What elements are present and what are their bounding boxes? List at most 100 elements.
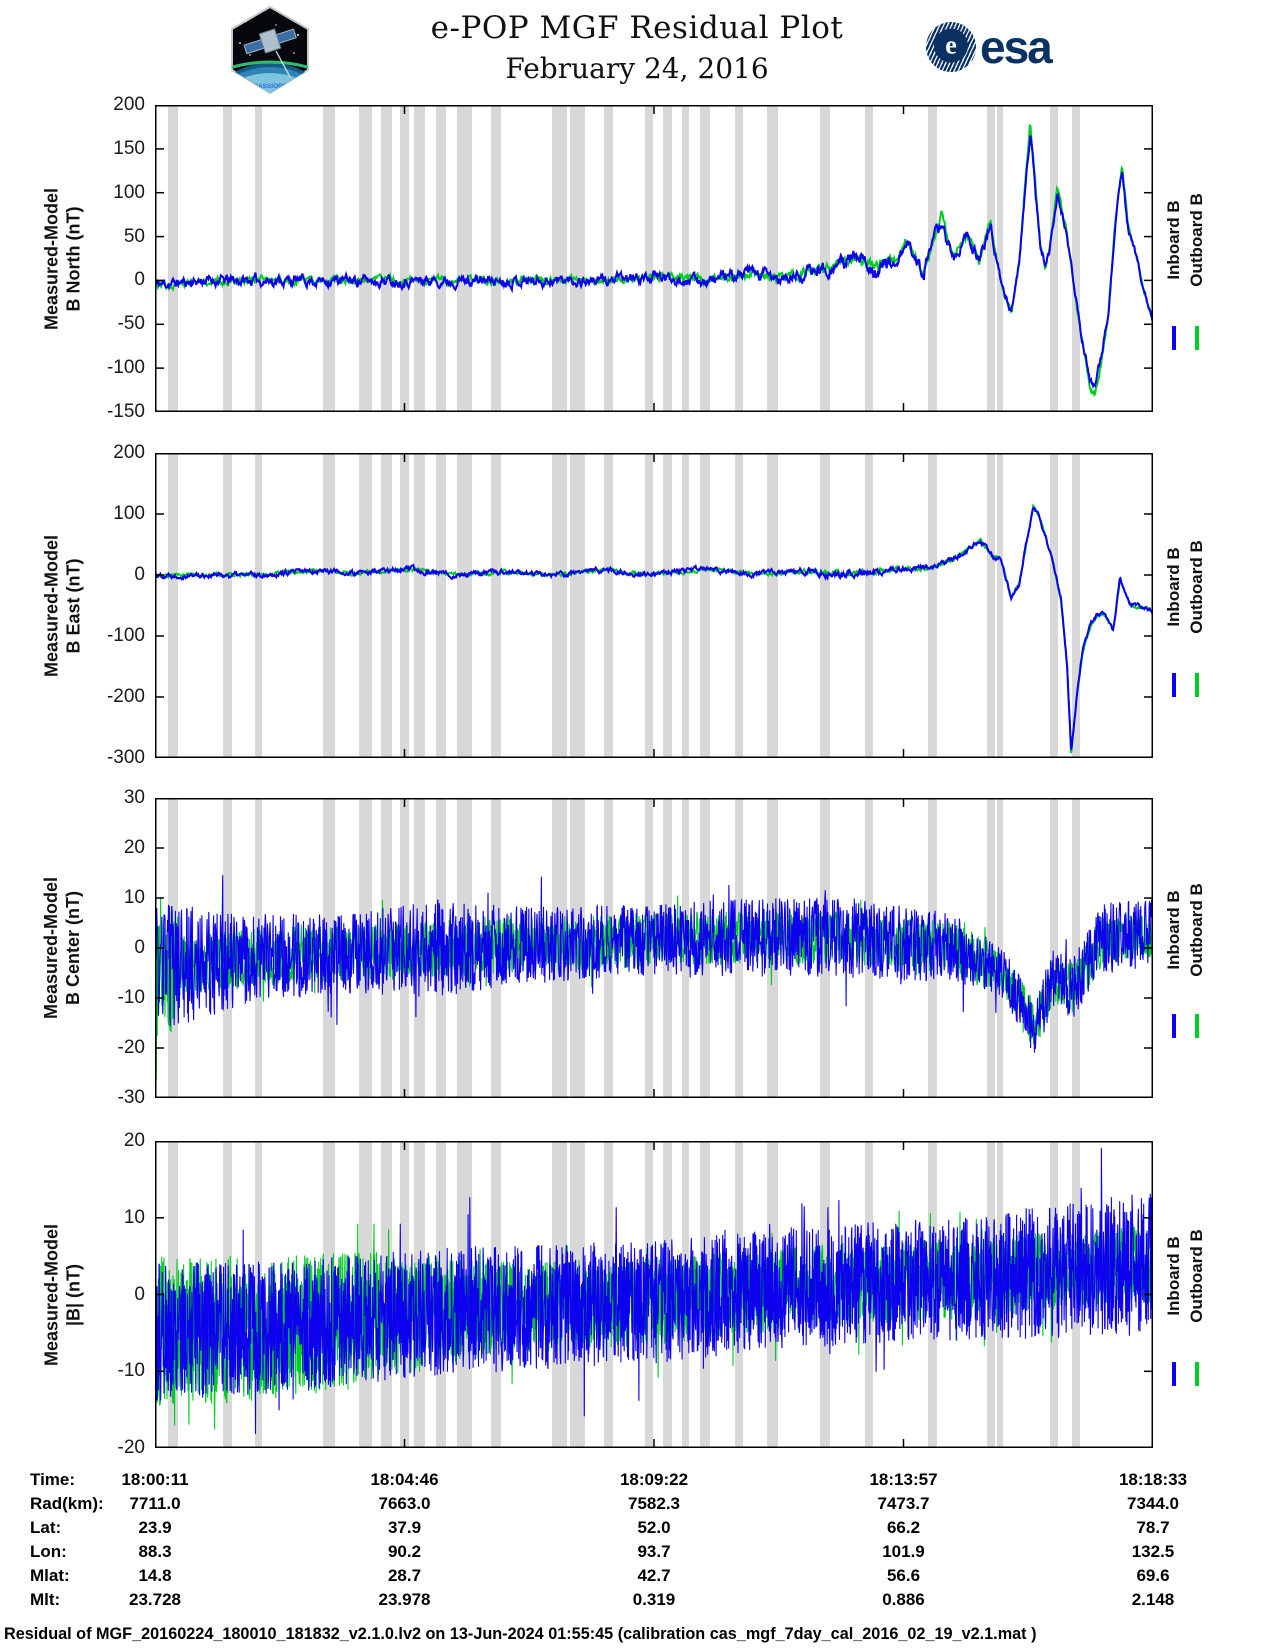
data-gap-bar [928,105,937,412]
panel-3-ytick-label: 30 [123,787,145,808]
panel-1-ytick-label: -150 [106,401,145,422]
panel-3-ytick-label: 0 [134,937,145,958]
panel-1-legend-outboard-label: Outboard B [1187,193,1206,287]
data-gap-bar [168,453,178,758]
panel-1-outboard-b-trace [155,123,1153,398]
data-gap-bar [381,105,392,412]
panel-1-ylabel: Measured-Model B North (nT) [41,187,83,330]
data-gap-bar [414,453,425,758]
panel-3-legend-outboard-label: Outboard B [1187,883,1206,977]
data-gap-bar [663,453,672,758]
page-title: e-POP MGF Residual Plot [430,10,844,46]
panel-3-legend-inboard-dash [1172,1014,1176,1038]
data-gap-bar [928,453,937,758]
data-gap-bar [223,453,232,758]
table-cell: 18:09:22 [619,1470,689,1489]
data-gap-bar [987,798,995,1098]
table-cell: 0.886 [882,1590,925,1609]
panel-1-ytick-label: -50 [117,313,145,335]
table-cell: 23.9 [138,1518,172,1537]
table-cell: 66.2 [886,1518,921,1537]
data-gap-bar [552,453,567,758]
data-gap-bar [645,105,653,412]
table-cell: 18:18:33 [1118,1470,1188,1489]
table-row-label: Mlat: [30,1566,70,1585]
panel-4-plot [155,1141,1153,1448]
table-row-label: Rad(km): [30,1494,104,1513]
data-gap-bar [997,453,1003,758]
data-gap-bar [359,453,372,758]
table-cell: 69.6 [1136,1566,1170,1585]
table-cell: 88.3 [138,1542,172,1561]
table-cell: 28.7 [387,1566,422,1585]
plot-title-block: e-POP MGF Residual Plot February 24, 201… [337,10,937,85]
data-gap-bar [570,453,585,758]
panel-2-ytick-label: -300 [106,747,145,768]
panel-4-inboard-b-trace [155,1147,1153,1434]
data-gap-bar [323,105,335,412]
panel-3-legend-inboard-label: Inboard B [1164,890,1183,970]
panel-1-legend-inboard-dash [1172,326,1176,351]
patch-aurora [232,60,308,73]
table-cell: 23.728 [129,1590,181,1609]
data-gap-bar [865,453,873,758]
data-gap-bar [663,105,672,412]
footer-caption: Residual of MGF_20160224_180010_181832_v… [4,1624,1037,1643]
panel-1-ytick-label: 50 [123,225,145,247]
esa-logo-text: esa [980,21,1053,73]
panel-4-legend-inboard-label: Inboard B [1164,1236,1183,1316]
panel-1-ytick-label: 100 [113,181,145,203]
data-gap-bar [400,453,409,758]
panel-2-legend-outboard-label: Outboard B [1187,540,1206,634]
panel-2-ytick-label: -200 [106,686,145,707]
table-cell: 7663.0 [378,1494,431,1513]
patch-satellite [243,28,297,55]
panel-2-ylabel: Measured-Model B East (nT) [41,534,83,677]
data-gap-bar [323,798,335,1098]
table-cell: 132.5 [1131,1542,1175,1561]
data-gap-bar [767,453,778,758]
panel-1-legend-inboard-label: Inboard B [1164,200,1183,280]
panel-2-legend-inboard-label: Inboard B [1164,547,1183,627]
data-gap-bar [997,105,1003,412]
panel-2-ytick-label: 200 [113,442,145,463]
table-cell: 42.7 [637,1566,671,1585]
patch-mission-name: CASSIOPE [253,83,287,90]
data-gap-bar [700,105,710,412]
panel-3-ytick-label: -20 [117,1037,145,1058]
table-cell: 78.7 [1136,1518,1170,1537]
panel-3-ytick-label: 10 [123,887,145,908]
table-cell: 0.319 [632,1590,676,1609]
data-gap-bar [735,105,743,412]
panel-2-ytick-label: 100 [113,503,145,524]
data-gap-bar [1050,798,1058,1098]
panel-3-legend-outboard-dash [1195,1014,1199,1038]
page-date: February 24, 2016 [505,52,769,85]
panel-4-ytick-label: -20 [117,1437,145,1458]
panel-2-ytick-label: -100 [106,625,145,646]
data-gap-bar [735,453,743,758]
panel-4-ylabel: Measured-Model |B| (nT) [41,1223,83,1366]
data-gap-bar [767,105,778,412]
data-gap-bar [414,105,425,412]
panel-2-outboard-b-trace [155,503,1153,754]
data-gap-bar [436,453,446,758]
data-gap-bar [820,453,830,758]
data-gap-bar [491,105,501,412]
data-gap-bar [1072,105,1080,412]
table-cell: 18:04:46 [370,1470,439,1489]
data-gap-bar [457,105,472,412]
panel-1-ytick-label: 200 [113,94,145,115]
table-row-label: Mlt: [30,1590,61,1609]
table-cell: 14.8 [138,1566,172,1585]
data-gap-bar [223,105,232,412]
table-row-label: Lat: [30,1518,62,1537]
table-cell: 7344.0 [1127,1494,1179,1513]
panel-4-legend-outboard-label: Outboard B [1187,1229,1206,1323]
panel-4-legend-inboard-dash [1172,1362,1176,1387]
panel-1-inboard-b-trace [155,135,1153,390]
data-gap-bar [552,105,567,412]
table-cell: 52.0 [637,1518,671,1537]
table-cell: 90.2 [387,1542,422,1561]
data-gap-bar [255,453,262,758]
